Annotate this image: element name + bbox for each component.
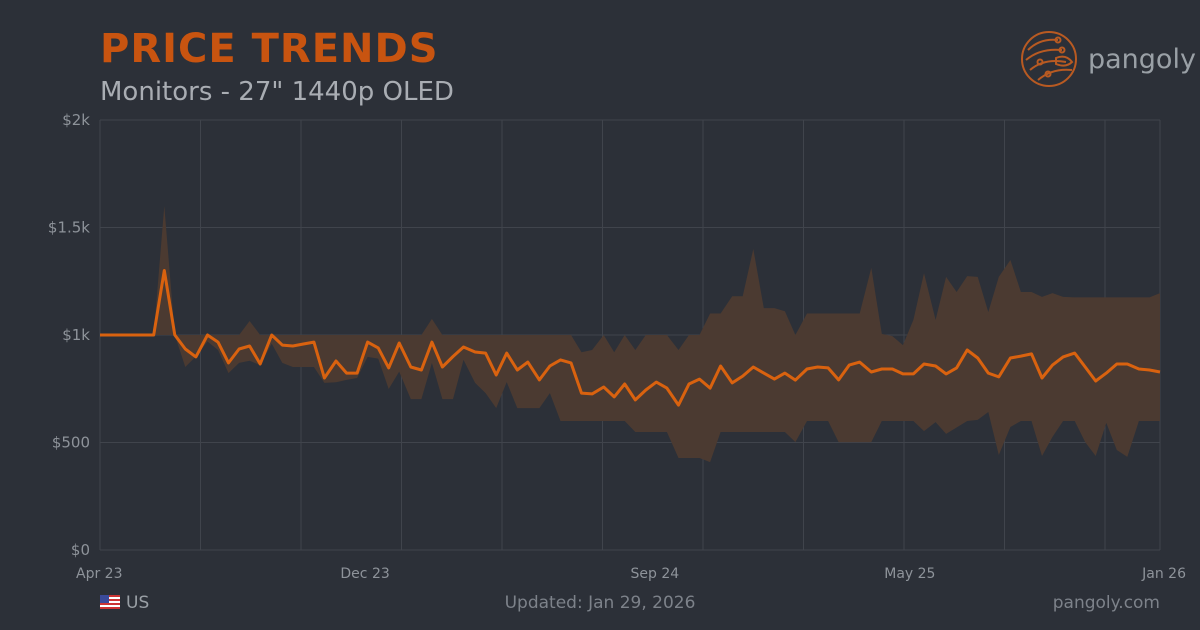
y-axis: $0 $500 $1k $1.5k $2k xyxy=(48,111,90,559)
y-tick-label: $1k xyxy=(62,326,90,344)
logo-text: pangoly xyxy=(1088,43,1196,75)
y-tick-label: $0 xyxy=(71,541,90,559)
price-range-band xyxy=(100,206,1160,463)
pangoly-logo[interactable]: pangoly xyxy=(1018,28,1196,90)
region-label: US xyxy=(126,593,150,613)
chart-title: PRICE TRENDS xyxy=(100,26,439,72)
site-link[interactable]: pangoly.com xyxy=(1052,593,1160,613)
x-axis: Apr 23 Dec 23 Sep 24 May 25 Jan 26 xyxy=(76,566,1186,582)
us-flag-icon xyxy=(100,595,120,609)
x-tick-label: Sep 24 xyxy=(631,566,680,582)
y-tick-label: $1.5k xyxy=(48,219,90,237)
y-tick-label: $2k xyxy=(62,111,90,129)
x-tick-label: Apr 23 xyxy=(76,566,122,582)
x-tick-label: Jan 26 xyxy=(1141,566,1186,582)
y-tick-label: $500 xyxy=(52,434,90,452)
median-price-line xyxy=(100,269,1161,407)
x-tick-label: Dec 23 xyxy=(340,566,389,582)
x-tick-label: May 25 xyxy=(884,566,935,582)
chart-subtitle: Monitors - 27" 1440p OLED xyxy=(100,77,454,107)
pangolin-circuit-icon xyxy=(1021,31,1077,87)
region-selector[interactable]: US xyxy=(100,593,149,613)
